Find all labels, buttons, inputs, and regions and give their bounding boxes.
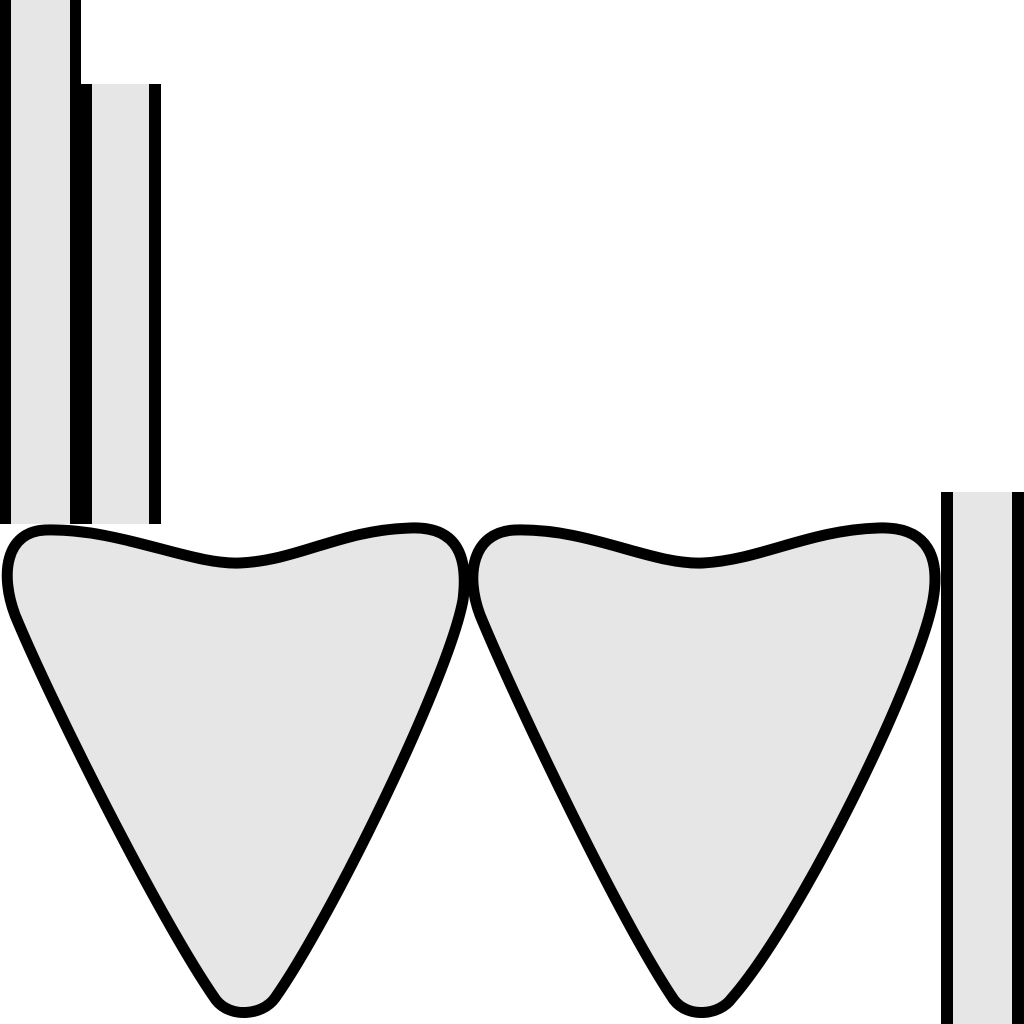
left-short-bar — [81, 84, 161, 524]
right-edge-bar — [941, 492, 1024, 1024]
right-pick-shape — [467, 522, 941, 1018]
left-tall-bar — [0, 0, 81, 524]
left-pick-shape — [1, 522, 470, 1018]
